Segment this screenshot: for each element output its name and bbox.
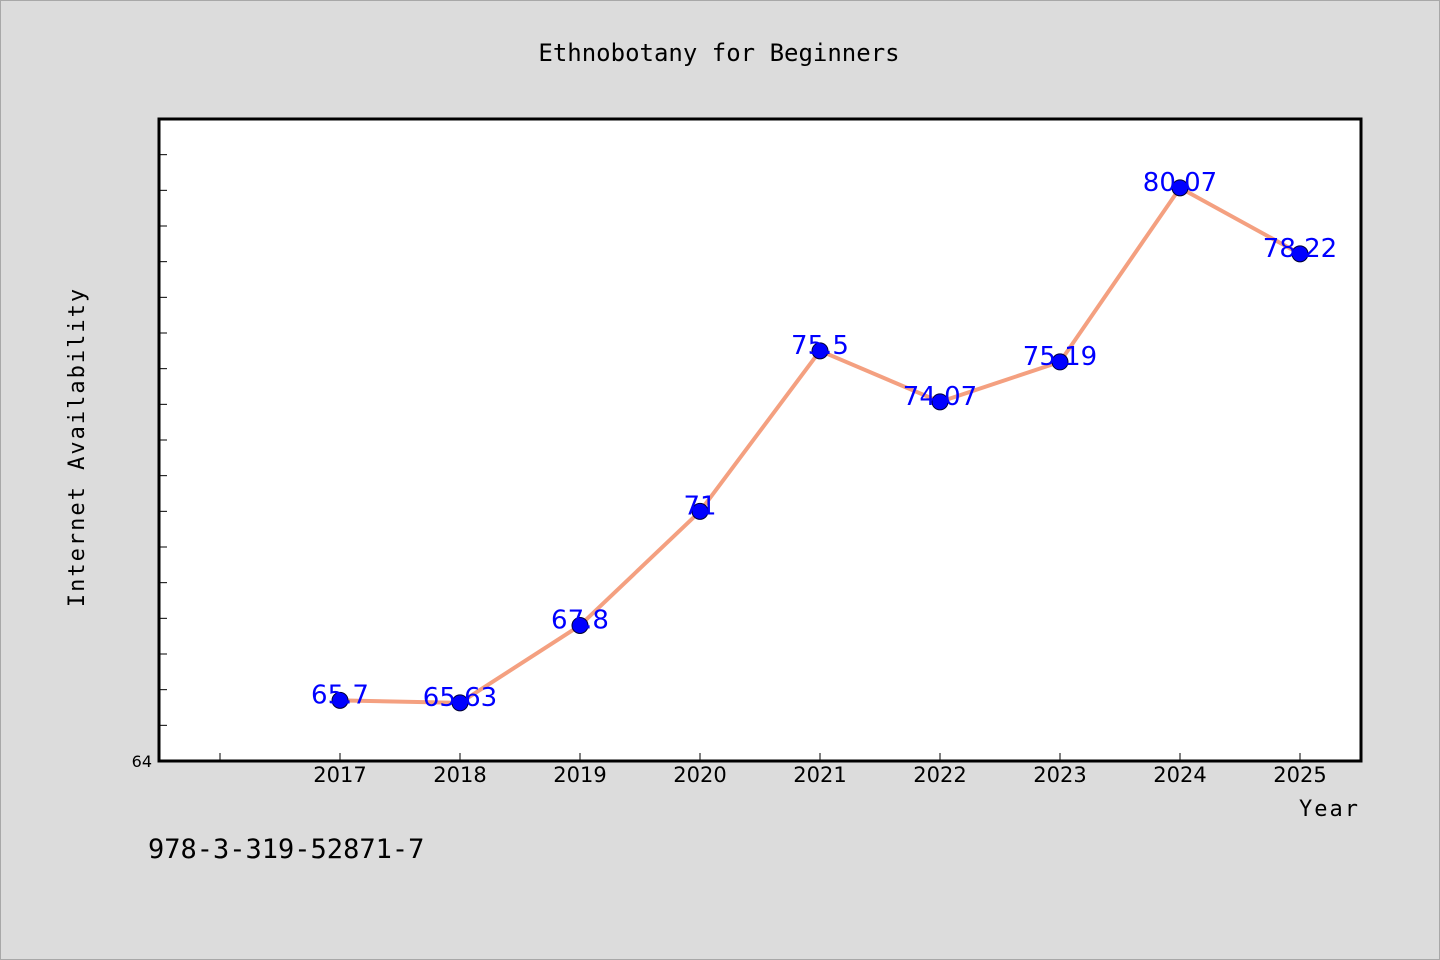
data-labels: 65.7 65.63 67.8 71 75.5 74.07 75.19 80.07 78.22 [311,168,1337,713]
data-label: 65.7 [311,680,369,710]
x-tick-label: 2024 [1153,763,1206,787]
x-tick-label: 2023 [1033,763,1086,787]
data-label: 67.8 [551,605,609,635]
x-tick-label: 2019 [553,763,606,787]
data-label: 71 [683,491,716,521]
y-tick-label-min: 64 [132,752,152,771]
data-label: 75.5 [791,331,849,361]
x-axis-tick-labels: 2017 2018 2019 2020 2021 2022 2023 2024 2025 [313,763,1326,787]
data-point [571,616,589,634]
x-tick-label: 2017 [313,763,366,787]
data-point [1051,353,1069,371]
isbn-note: 978-3-319-52871-7 [148,834,425,865]
data-point [931,393,949,411]
x-tick-label: 2021 [793,763,846,787]
data-label: 65.63 [423,683,497,713]
data-point [451,694,469,712]
data-label: 75.19 [1023,342,1097,372]
y-axis-label: Internet Availability [65,287,90,607]
data-label: 78.22 [1263,234,1337,264]
data-point [811,342,829,360]
data-point [1291,245,1309,263]
chart-title: Ethnobotany for Beginners [538,39,899,67]
data-point [331,691,349,709]
x-axis-ticks [219,753,1301,761]
data-point [691,502,709,520]
y-axis-ticks [159,154,167,726]
x-tick-label: 2020 [673,763,726,787]
x-axis-label: Year [1299,797,1360,822]
plot-area [157,117,1363,763]
data-point [1171,179,1189,197]
x-tick-label: 2025 [1273,763,1326,787]
data-markers [331,179,1309,712]
x-tick-label: 2018 [433,763,486,787]
data-label: 74.07 [903,382,977,412]
data-label: 80.07 [1143,168,1217,198]
x-tick-label: 2022 [913,763,966,787]
